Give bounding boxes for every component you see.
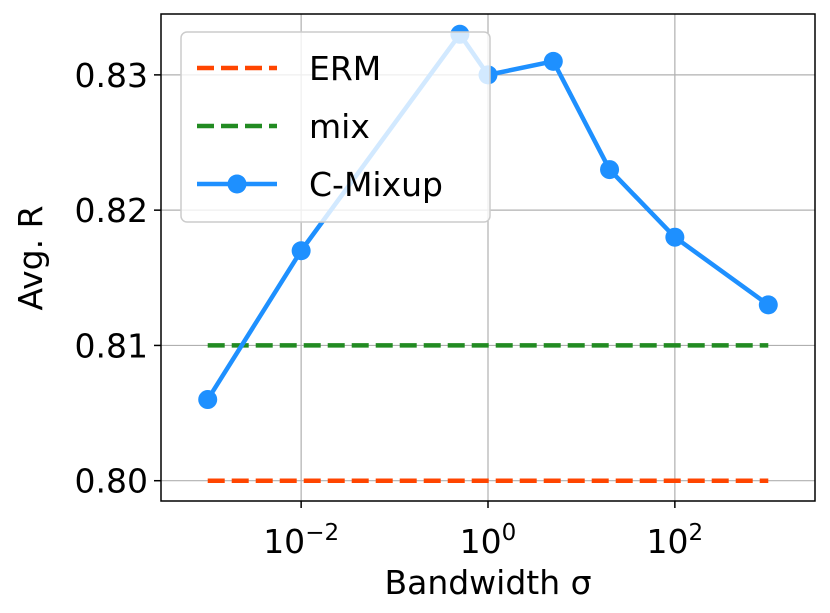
x-tick-label: 102 xyxy=(647,520,704,561)
x-tick-label: 10−2 xyxy=(263,520,339,561)
data-point-c-mixup xyxy=(291,241,311,261)
y-tick-label: 0.83 xyxy=(75,56,148,95)
plot-frame xyxy=(160,13,816,502)
legend-marker-c-mixup xyxy=(227,174,247,194)
x-axis-label: Bandwidth σ xyxy=(384,563,591,602)
data-point-c-mixup xyxy=(758,295,778,315)
y-tick-labels: 0.80 0.81 0.82 0.83 xyxy=(75,56,148,501)
x-tick-labels: 10−2 100 102 xyxy=(263,520,703,561)
y-tick-label: 0.80 xyxy=(75,462,148,501)
data-point-c-mixup xyxy=(198,390,218,410)
axes xyxy=(154,13,816,508)
y-axis-label: Avg. R xyxy=(11,205,50,310)
legend-label-erm: ERM xyxy=(309,49,381,88)
y-tick-label: 0.82 xyxy=(75,191,148,230)
data-point-c-mixup xyxy=(600,160,620,180)
data-point-c-mixup xyxy=(665,227,685,247)
x-tick-label: 100 xyxy=(460,520,517,561)
legend-label-mix: mix xyxy=(309,107,370,146)
data-point-c-mixup xyxy=(543,51,563,71)
y-tick-label: 0.81 xyxy=(75,326,148,365)
legend-box xyxy=(180,31,491,223)
legend-label-c-mixup: C-Mixup xyxy=(309,165,443,204)
legend: ERM mix C-Mixup xyxy=(180,31,491,223)
